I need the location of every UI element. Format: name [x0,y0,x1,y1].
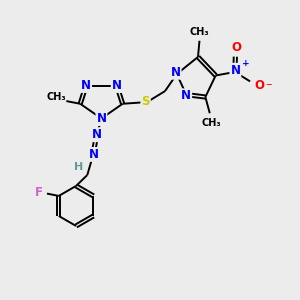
Text: CH₃: CH₃ [46,92,66,102]
Text: N: N [92,128,102,141]
Text: O: O [232,41,242,54]
Text: +: + [242,58,250,68]
Text: H: H [74,162,83,172]
Text: N: N [171,66,181,79]
Text: CH₃: CH₃ [190,27,209,37]
Text: N: N [81,79,91,92]
Text: N: N [96,112,106,125]
Text: CH₃: CH₃ [201,118,221,128]
Text: ⁻: ⁻ [265,81,272,94]
Text: O: O [254,79,264,92]
Text: N: N [112,79,122,92]
Text: N: N [89,148,99,161]
Text: S: S [141,94,150,108]
Text: methyl: methyl [55,95,59,97]
Text: F: F [35,186,43,199]
Text: N: N [181,89,191,102]
Text: N: N [230,64,240,77]
